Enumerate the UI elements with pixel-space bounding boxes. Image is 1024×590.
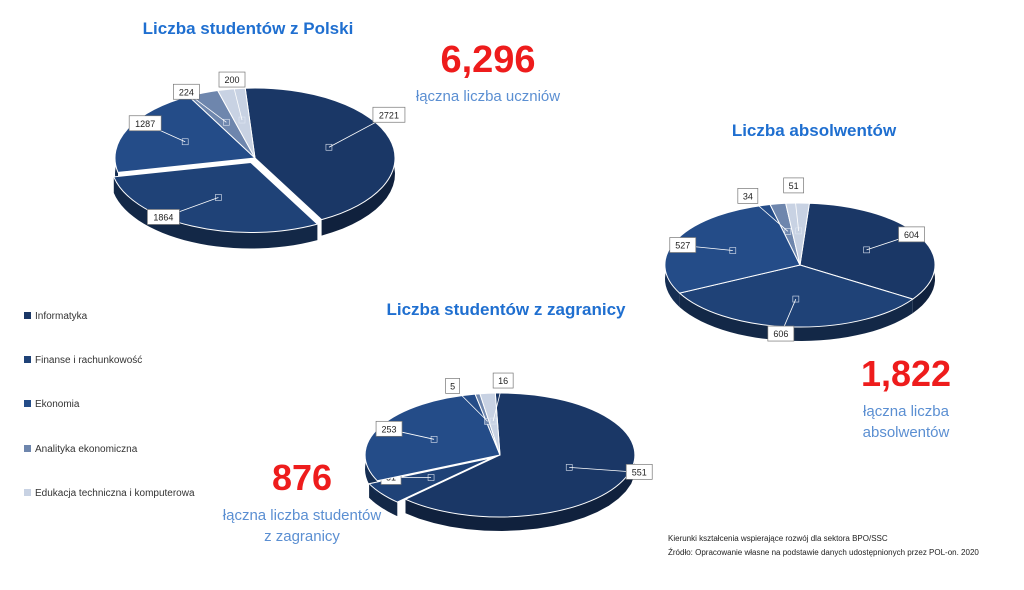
legend-label: Informatyka — [35, 311, 88, 322]
data-label: 253 — [382, 424, 397, 434]
data-label: 1864 — [153, 212, 173, 222]
pie-slice — [216, 87, 256, 159]
legend-label: Finanse i rachunkowość — [35, 355, 142, 366]
data-label-box — [218, 71, 246, 88]
pie-slice-side — [113, 176, 318, 249]
data-label-box — [128, 115, 162, 132]
legend-label: Edukacja techniczna i komputerowa — [35, 488, 195, 499]
data-label-box — [147, 209, 180, 225]
pie-chart-abroad: 55151253516 — [364, 372, 653, 531]
data-label-box — [173, 83, 200, 100]
legend-label: Analityka ekonomiczna — [35, 444, 138, 455]
leader-line — [793, 185, 800, 231]
square-marker-icon — [24, 400, 31, 407]
legend: Informatyka Finanse i rachunkowość Ekono… — [24, 311, 195, 499]
data-label-box — [669, 237, 697, 253]
data-label: 527 — [675, 241, 690, 251]
data-label: 2721 — [379, 110, 399, 120]
chart-title-graduates: Liczba absolwentów — [732, 121, 897, 140]
data-label-box — [737, 188, 759, 204]
data-label-box — [625, 463, 653, 480]
square-marker-icon — [24, 356, 31, 363]
pie-slice-side — [405, 393, 635, 531]
data-label: 1287 — [135, 119, 155, 129]
data-label: 16 — [498, 376, 508, 386]
chart-title-poland: Liczba studentów z Polski — [143, 19, 354, 38]
square-marker-icon — [24, 445, 31, 452]
data-label-box — [445, 378, 460, 394]
pie-chart-poland: 2721 1864 1287 224 200 — [113, 71, 406, 249]
data-label: 51 — [789, 181, 799, 191]
data-label-box — [492, 372, 514, 389]
data-label: 604 — [904, 230, 919, 240]
data-label-box — [375, 420, 403, 437]
total-graduates: 1,822 — [861, 353, 951, 394]
chart-title-abroad: Liczba studentów z zagranicy — [387, 300, 627, 319]
pie-slice — [244, 87, 396, 221]
data-label: 551 — [632, 467, 647, 477]
total-abroad-caption-line1: łączna liczba studentów — [223, 507, 382, 524]
legend-item-analityka: Analityka ekonomiczna — [24, 444, 138, 455]
data-label: 5 — [450, 381, 455, 391]
pie-chart-graduates: 604 606 527 34 51 — [664, 177, 936, 342]
data-label: 34 — [743, 191, 753, 201]
total-poland-caption: łączna liczba uczniów — [416, 88, 560, 105]
pie-slice — [404, 392, 636, 518]
pie-slice — [114, 95, 257, 173]
data-label: 200 — [224, 75, 239, 85]
total-poland: 6,296 — [440, 39, 535, 81]
data-label-box — [767, 325, 795, 342]
square-marker-icon — [24, 489, 31, 496]
total-abroad: 876 — [272, 457, 332, 498]
source-line-2: Źródło: Opracowanie własne na podstawie … — [668, 548, 979, 557]
data-label-box — [783, 177, 805, 194]
data-label-box — [898, 226, 925, 243]
data-label-box — [372, 106, 406, 123]
legend-item-informatyka: Informatyka — [24, 311, 88, 322]
total-abroad-caption-line2: z zagranicy — [264, 528, 340, 545]
data-label: 224 — [179, 87, 194, 97]
pie-slice-side — [679, 293, 913, 341]
legend-item-ekonomia: Ekonomia — [24, 399, 80, 410]
legend-item-finanse: Finanse i rachunkowość — [24, 355, 142, 366]
total-graduates-caption-line1: łączna liczba — [863, 403, 950, 420]
data-label: 606 — [773, 329, 788, 339]
legend-item-edukacja: Edukacja techniczna i komputerowa — [24, 488, 195, 499]
square-marker-icon — [24, 312, 31, 319]
source-line-1: Kierunki kształcenia wspierające rozwój … — [668, 534, 888, 543]
total-graduates-caption-line2: absolwentów — [863, 424, 950, 441]
legend-label: Ekonomia — [35, 399, 80, 410]
